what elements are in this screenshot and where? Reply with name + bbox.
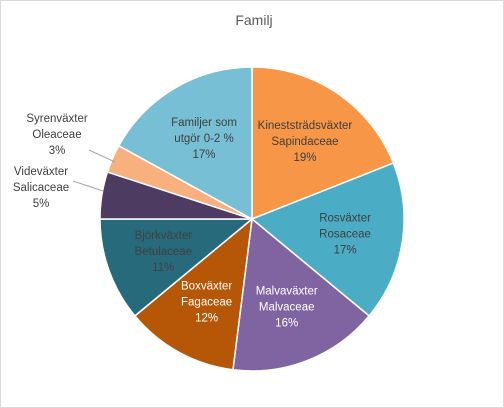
slice-name-line: Kineststrädsväxter [258,120,353,132]
slice-name-line: Sapindaceae [271,136,338,148]
slice-name-line: Boxväxter [181,281,232,293]
slice-percent: 12% [195,313,218,325]
slice-label-0: Kineststrädsväxter Sapindaceae 19% [258,120,353,164]
slice-label-5: Videväxter Salicaceae 5% [13,166,69,210]
slice-name-line: Rosaceae [319,229,371,241]
slice-name-line: Syrenväxter [26,113,88,125]
slice-percent: 17% [334,245,357,257]
slice-name-line: Malvaväxter [256,286,318,298]
pie-slice-0 [251,66,395,221]
slice-name-line: Videväxter [14,166,68,178]
slice-percent: 19% [293,152,316,164]
slice-name-line: Betulaceae [135,246,193,258]
pie-slice-2 [232,217,371,372]
slice-name-line: Fagaceae [181,297,232,309]
slice-name-line: Salicaceae [13,182,69,194]
leader-line-5 [72,180,104,192]
leader-lines [72,149,116,192]
slices-layer [99,66,405,372]
slice-label-7: Familjer som utgör 0-2 % 17% [171,117,237,161]
slice-name-line: Malvaceae [259,302,315,314]
slice-name-line: Oleaceae [32,129,81,141]
pie-slice-7 [117,66,253,221]
slice-name-line: Rosväxter [319,213,371,225]
slice-label-3: Boxväxter Fagaceae 12% [181,281,232,325]
slice-percent: 11% [152,262,174,274]
data-labels: Kineststrädsväxter Sapindaceae 19% Rosväxte… [13,113,371,330]
slice-label-1: Rosväxter Rosaceae 17% [319,213,371,257]
slice-label-6: Syrenväxter Oleaceae 3% [26,113,88,157]
slice-label-4: Björkväxter Betulaceae 11% [135,230,193,274]
slice-percent: 5% [33,198,50,210]
pie-slice-1 [250,162,405,317]
slice-name-line: Familjer som [171,117,237,129]
slice-name-line: Björkväxter [135,230,193,242]
chart-title: Familj [235,12,272,28]
slice-name-line: utgör 0-2 % [174,133,233,145]
pie-slice-4 [99,218,255,317]
pie-slice-3 [133,217,253,371]
leader-line-6 [88,149,116,163]
slice-label-2: Malvaväxter Malvaceae 16% [256,286,318,330]
slice-percent: 17% [193,149,216,161]
slice-percent: 16% [275,318,298,330]
slice-percent: 3% [49,145,66,157]
